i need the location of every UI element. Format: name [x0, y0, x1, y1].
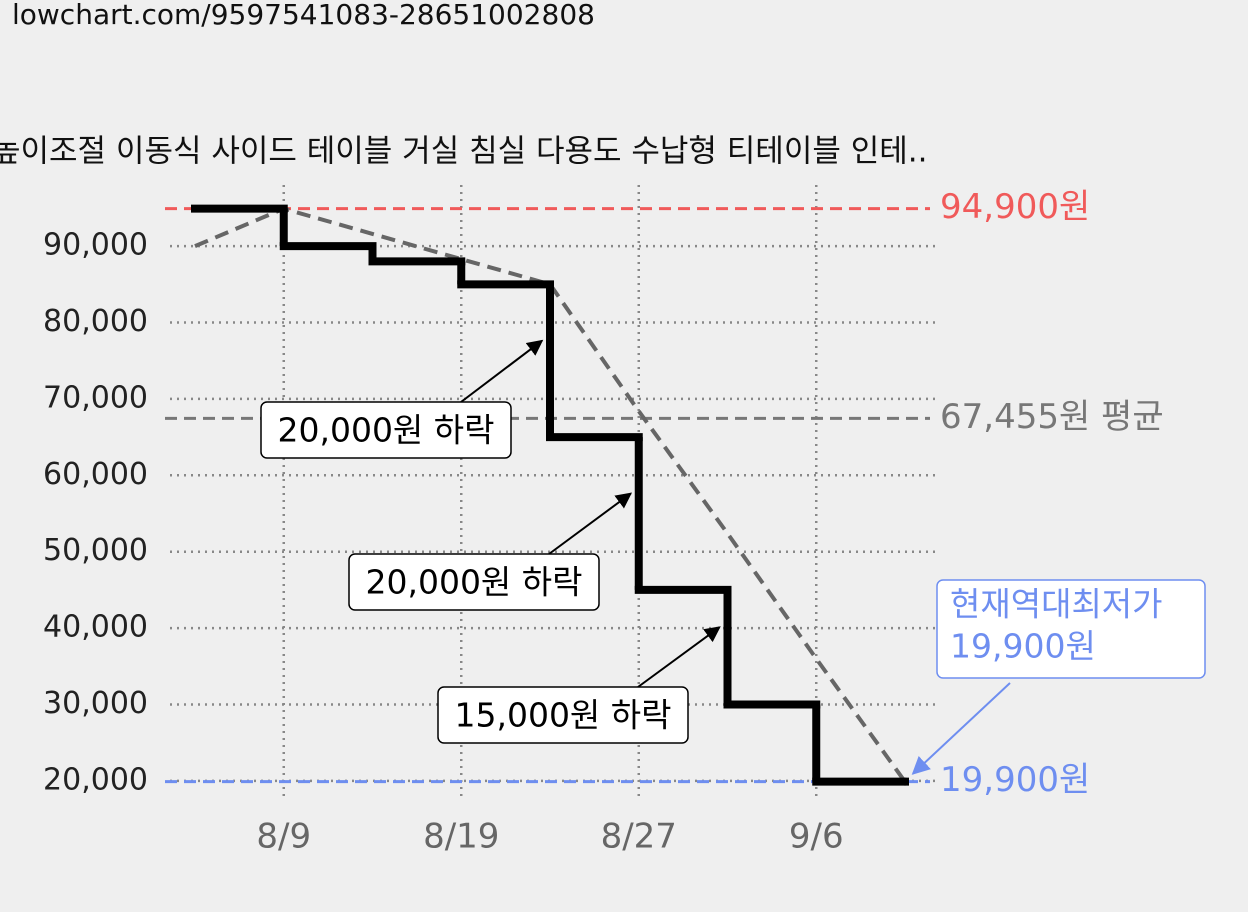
x-tick-label: 9/6 — [789, 817, 844, 857]
chart-title: 높이조절 이동식 사이드 테이블 거실 침실 다용도 수납형 티테이블 인테.. — [0, 134, 927, 170]
x-tick-label: 8/19 — [423, 817, 499, 857]
step-end — [901, 777, 909, 786]
callout-text: 19,900원 — [950, 627, 1096, 666]
y-tick-label: 70,000 — [43, 380, 148, 415]
annotation-text: 20,000원 하락 — [365, 563, 582, 602]
trend-line — [194, 206, 907, 783]
callout-text: 현재역대최저가 — [950, 585, 1163, 624]
x-tick-label: 8/27 — [601, 817, 677, 857]
annotation-arrow — [548, 492, 633, 555]
annotation-text: 15,000원 하락 — [454, 696, 671, 735]
annotation-box — [260, 401, 512, 459]
url: lowchart.com/9597541083-28651002808 — [12, 0, 595, 31]
y-tick-label: 50,000 — [43, 533, 148, 568]
y-tick-label: 20,000 — [43, 762, 148, 797]
annotation-text: 20,000원 하락 — [277, 411, 494, 450]
reference-label: 94,900원 — [940, 187, 1090, 227]
callout-arrow — [911, 682, 1011, 775]
callout-box — [936, 579, 1206, 679]
y-tick-label: 80,000 — [43, 304, 148, 339]
x-tick-label: 8/9 — [256, 817, 311, 857]
annotation-box — [437, 686, 689, 744]
y-tick-label: 30,000 — [43, 686, 148, 721]
y-tick-label: 90,000 — [43, 228, 148, 263]
annotation-box — [348, 553, 600, 611]
reference-label: 19,900원 — [940, 760, 1090, 800]
y-tick-label: 40,000 — [43, 610, 148, 645]
reference-label: 67,455원 평균 — [940, 397, 1164, 437]
annotation-arrow — [637, 626, 721, 688]
annotation-arrow — [460, 339, 544, 403]
y-tick-label: 60,000 — [43, 457, 148, 492]
